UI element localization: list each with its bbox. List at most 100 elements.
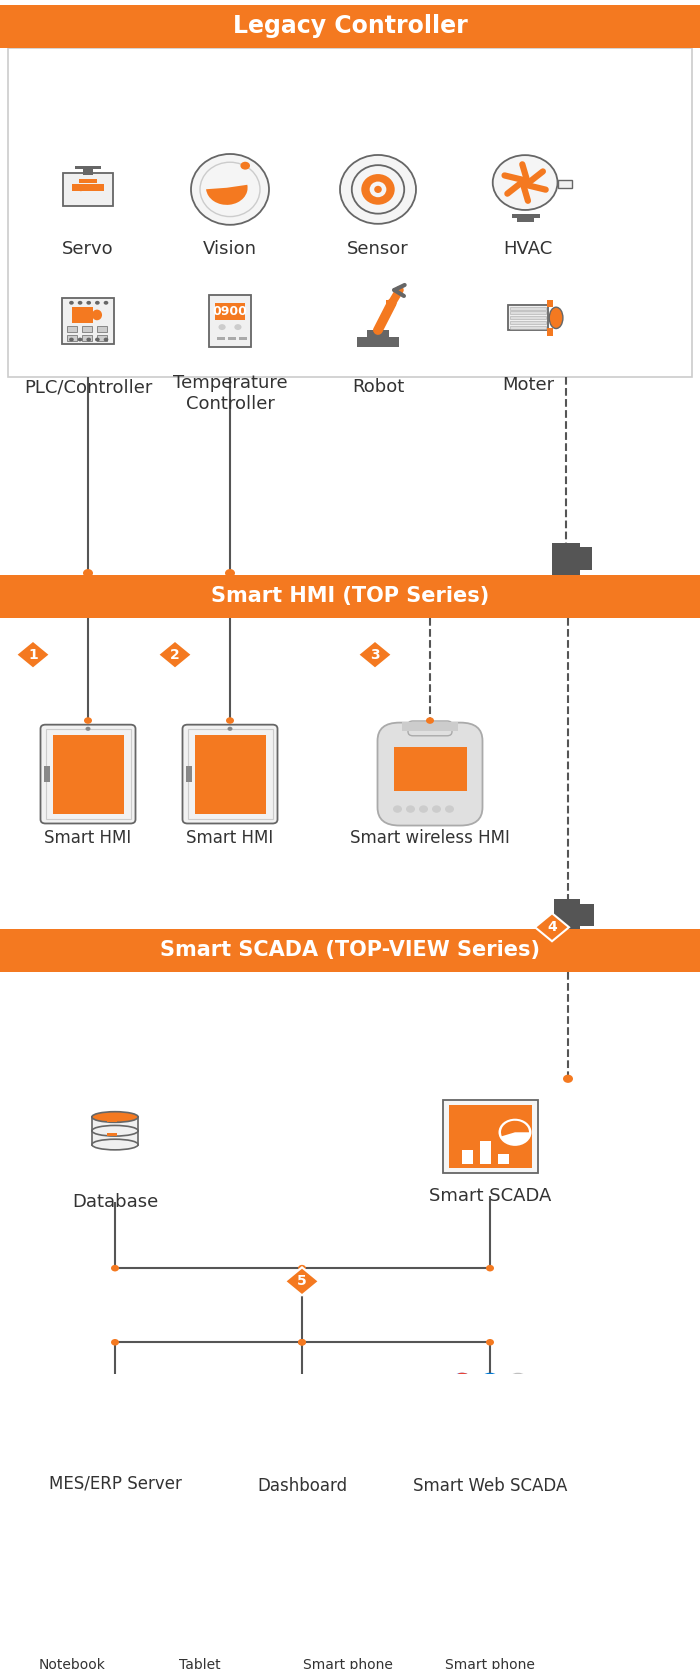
- Wedge shape: [317, 1397, 339, 1410]
- Text: Smart phone
Kakao T-fac: Smart phone Kakao T-fac: [445, 1659, 535, 1669]
- Circle shape: [136, 1437, 141, 1442]
- Ellipse shape: [315, 1395, 341, 1417]
- Bar: [449, 1105, 531, 1168]
- Bar: [442, 1400, 538, 1465]
- Text: Smart Web SCADA: Smart Web SCADA: [413, 1477, 567, 1495]
- Text: Smart HMI: Smart HMI: [44, 829, 132, 848]
- Bar: [517, 219, 535, 222]
- Text: Sensor: Sensor: [347, 240, 409, 257]
- Text: Smart wireless HMI: Smart wireless HMI: [350, 829, 510, 848]
- Polygon shape: [19, 1561, 53, 1589]
- Circle shape: [78, 300, 83, 305]
- Bar: [62, 299, 114, 344]
- Text: Robot: Robot: [352, 379, 404, 396]
- Circle shape: [104, 337, 108, 342]
- Text: Servo: Servo: [62, 240, 114, 257]
- Circle shape: [111, 1265, 119, 1272]
- Text: Smart HMI (TOP Series): Smart HMI (TOP Series): [211, 586, 489, 606]
- Circle shape: [432, 806, 441, 813]
- Circle shape: [78, 337, 83, 342]
- Bar: [97, 327, 107, 332]
- Circle shape: [131, 1437, 136, 1442]
- Ellipse shape: [498, 1118, 531, 1147]
- Circle shape: [456, 1377, 468, 1387]
- Text: Smart HMI: Smart HMI: [186, 829, 274, 848]
- Bar: [256, 1377, 348, 1437]
- Bar: [79, 179, 97, 184]
- Ellipse shape: [550, 307, 563, 329]
- Text: 2: 2: [170, 648, 180, 661]
- Text: e: e: [486, 1375, 494, 1389]
- Text: PLC/Controller: PLC/Controller: [24, 379, 152, 396]
- Circle shape: [240, 162, 250, 170]
- Circle shape: [85, 726, 90, 731]
- Circle shape: [406, 806, 415, 813]
- Bar: [508, 305, 548, 330]
- Bar: [496, 1452, 507, 1462]
- Bar: [76, 167, 101, 169]
- Bar: [510, 320, 546, 324]
- Circle shape: [419, 806, 428, 813]
- Text: 0900: 0900: [213, 305, 247, 319]
- Text: HVAC: HVAC: [503, 240, 552, 257]
- Bar: [0, 930, 700, 971]
- Bar: [558, 180, 572, 189]
- Ellipse shape: [493, 155, 557, 210]
- Ellipse shape: [370, 182, 386, 197]
- Bar: [294, 1409, 305, 1430]
- Bar: [478, 1440, 489, 1462]
- Circle shape: [136, 1425, 141, 1430]
- Bar: [357, 337, 399, 347]
- Circle shape: [298, 1265, 306, 1272]
- Bar: [547, 300, 553, 307]
- Text: Legacy Controller: Legacy Controller: [232, 15, 468, 38]
- Ellipse shape: [340, 155, 416, 224]
- Text: 7: 7: [159, 1567, 169, 1582]
- Circle shape: [95, 300, 99, 305]
- Circle shape: [459, 1379, 465, 1384]
- Bar: [97, 335, 107, 340]
- Bar: [67, 335, 77, 340]
- Wedge shape: [504, 1419, 530, 1434]
- Wedge shape: [458, 1382, 472, 1390]
- Text: Database: Database: [72, 1193, 158, 1212]
- Bar: [195, 734, 265, 813]
- Bar: [460, 1449, 471, 1462]
- FancyBboxPatch shape: [377, 723, 482, 826]
- Circle shape: [507, 1372, 529, 1390]
- Bar: [106, 1133, 118, 1137]
- Wedge shape: [451, 1375, 462, 1389]
- Bar: [564, 547, 592, 569]
- Bar: [52, 734, 123, 813]
- Bar: [297, 1434, 307, 1444]
- Bar: [510, 312, 546, 314]
- Bar: [92, 1132, 138, 1145]
- Circle shape: [83, 569, 93, 577]
- Bar: [209, 295, 251, 347]
- Bar: [276, 1417, 287, 1430]
- Bar: [547, 329, 553, 335]
- FancyBboxPatch shape: [408, 721, 452, 736]
- Ellipse shape: [501, 1417, 533, 1442]
- Bar: [46, 729, 130, 819]
- Text: Tablet
TOP-TOOLS: Tablet TOP-TOOLS: [161, 1659, 239, 1669]
- Bar: [72, 184, 104, 190]
- Bar: [386, 300, 396, 305]
- Circle shape: [234, 324, 241, 330]
- Circle shape: [218, 324, 225, 330]
- Bar: [393, 748, 466, 791]
- Bar: [90, 1424, 109, 1430]
- Circle shape: [486, 1265, 494, 1272]
- Circle shape: [298, 1339, 306, 1345]
- Bar: [510, 325, 546, 329]
- Polygon shape: [158, 641, 192, 669]
- Circle shape: [511, 1375, 525, 1387]
- Polygon shape: [437, 1561, 471, 1589]
- Bar: [552, 544, 580, 574]
- Wedge shape: [501, 1122, 529, 1137]
- Circle shape: [69, 300, 73, 305]
- Circle shape: [373, 325, 383, 334]
- FancyBboxPatch shape: [183, 724, 277, 823]
- Bar: [188, 729, 272, 819]
- Text: 6: 6: [32, 1567, 41, 1582]
